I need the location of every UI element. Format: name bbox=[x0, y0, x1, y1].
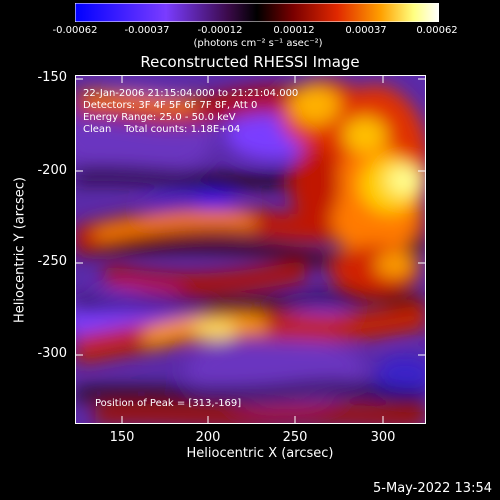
time-range-annotation: 22-Jan-2006 21:15:04.000 to 21:21:04.000 bbox=[83, 88, 299, 99]
axis-ticks bbox=[75, 75, 426, 424]
colorbar-tick-label: 0.00062 bbox=[416, 25, 458, 36]
colorbar-tick-label: 0.00012 bbox=[273, 25, 315, 36]
x-tick-label: 300 bbox=[370, 430, 396, 445]
colorbar-unit-label: (photons cm⁻² s⁻¹ asec⁻²) bbox=[193, 38, 323, 49]
colorbar-tick-label: -0.00062 bbox=[52, 25, 98, 36]
y-tick-label: -250 bbox=[37, 254, 67, 269]
x-tick-label: 200 bbox=[195, 430, 221, 445]
peak-position-annotation: Position of Peak = [313,-169] bbox=[95, 398, 242, 409]
detectors-annotation: Detectors: 3F 4F 5F 6F 7F 8F, Att 0 bbox=[83, 100, 258, 111]
rhessi-image-plot: 22-Jan-2006 21:15:04.000 to 21:21:04.000… bbox=[75, 75, 426, 424]
x-tick-label: 250 bbox=[282, 430, 308, 445]
y-tick-label: -300 bbox=[37, 346, 67, 361]
clean-total-counts-annotation: Clean Total counts: 1.18E+04 bbox=[83, 124, 241, 135]
y-tick-label: -150 bbox=[37, 70, 67, 85]
colorbar-tick-label: -0.00037 bbox=[124, 25, 170, 36]
colorbar-tick-label: 0.00037 bbox=[345, 25, 387, 36]
energy-range-annotation: Energy Range: 25.0 - 50.0 keV bbox=[83, 112, 236, 123]
x-tick-label: 150 bbox=[109, 430, 135, 445]
y-axis-label: Heliocentric Y (arcsec) bbox=[12, 177, 28, 323]
colorbar-tick-label: -0.00012 bbox=[197, 25, 243, 36]
y-tick-label: -200 bbox=[37, 163, 67, 178]
rhessi-image bbox=[75, 75, 426, 424]
timestamp: 5-May-2022 13:54 bbox=[373, 481, 492, 496]
x-axis-label: Heliocentric X (arcsec) bbox=[186, 446, 334, 461]
image-title: Reconstructed RHESSI Image bbox=[140, 53, 360, 71]
colorbar bbox=[74, 2, 440, 23]
